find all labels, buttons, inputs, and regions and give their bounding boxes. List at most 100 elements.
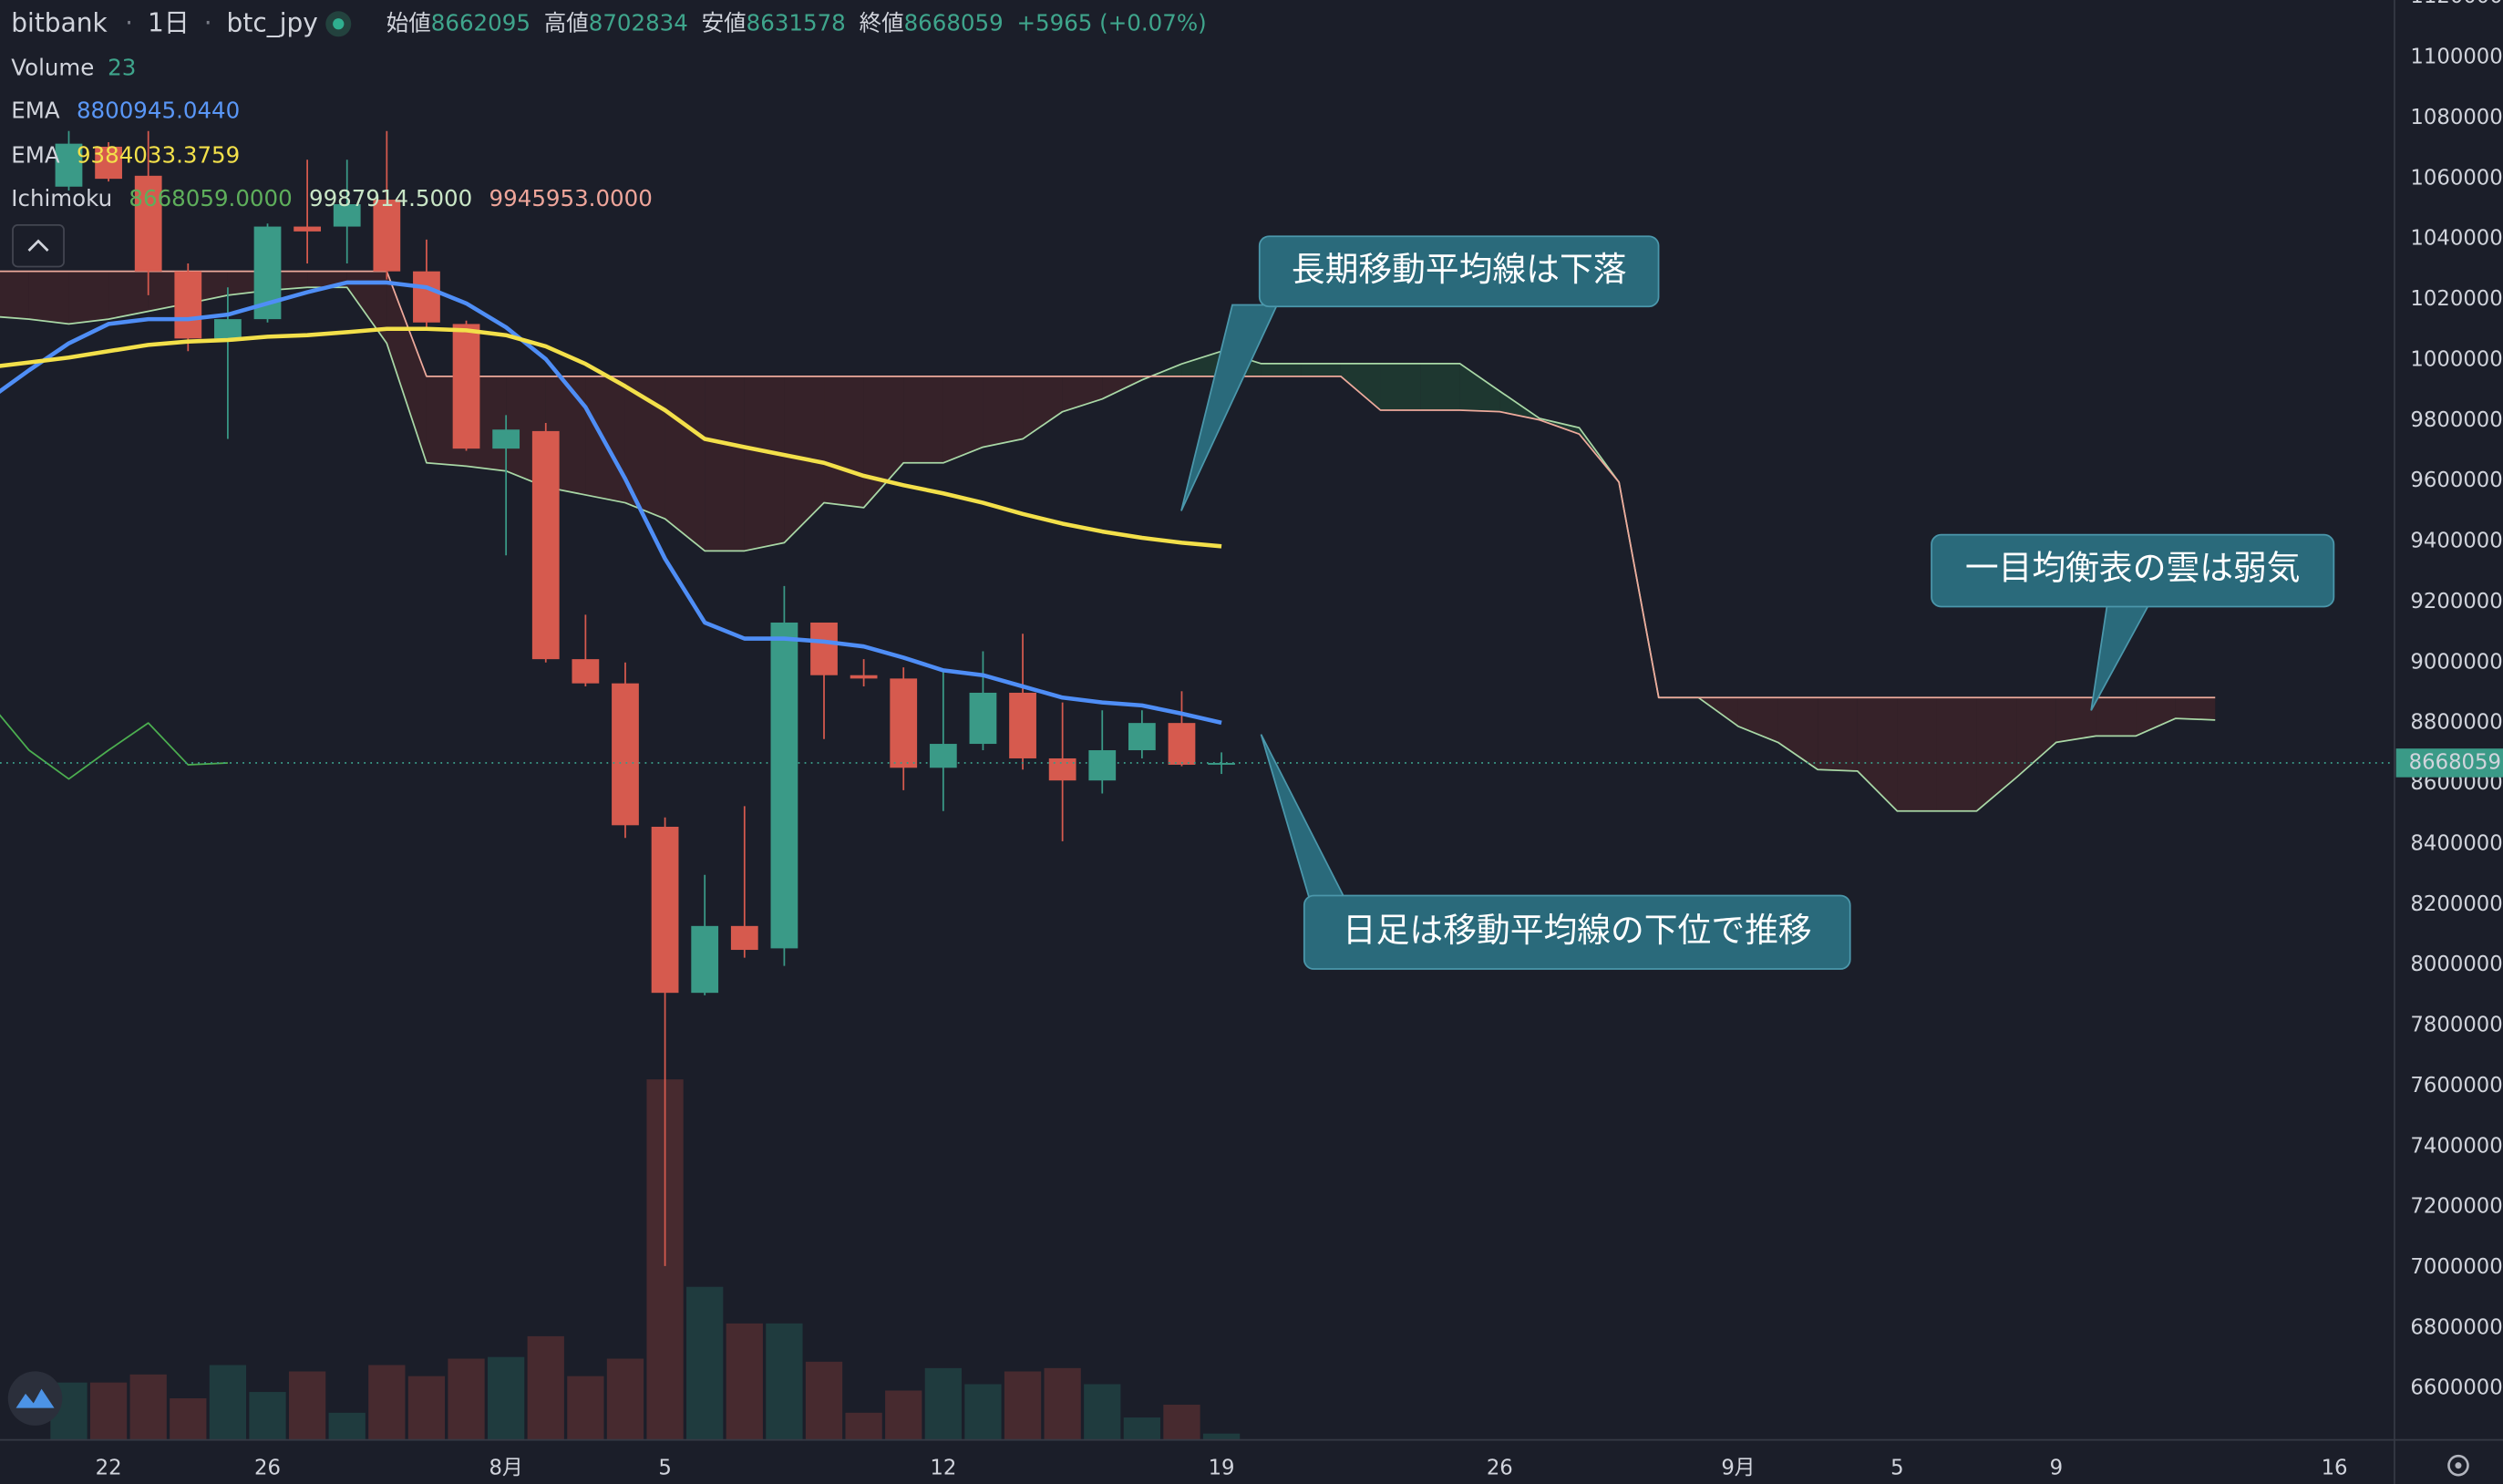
- candle-body: [492, 429, 520, 449]
- volume-bar: [328, 1412, 366, 1440]
- volume-bar: [209, 1365, 247, 1440]
- price-label-bg: [2395, 748, 2503, 778]
- ema-line: [0, 326, 1222, 549]
- cloud-segment: [705, 376, 745, 551]
- volume-bar: [964, 1384, 1002, 1440]
- cloud-segment: [1102, 376, 1142, 399]
- volume-bar: [170, 1398, 207, 1440]
- lagging-span: [0, 714, 228, 780]
- cloud-segment: [1976, 697, 2017, 811]
- cloud-segment: [1936, 697, 1977, 811]
- candle-body: [373, 200, 401, 272]
- volume-bar: [527, 1335, 564, 1440]
- cloud-segment: [1261, 363, 1302, 376]
- y-tick-label: 11000000: [2410, 46, 2503, 69]
- y-tick-label: 6800000: [2410, 1315, 2502, 1339]
- cloud-segment: [2136, 697, 2176, 737]
- cloud-segment: [942, 376, 984, 463]
- indicator-value: 8800945.0440: [77, 98, 240, 124]
- cloud-segment: [68, 271, 109, 325]
- ema-legend: EMA 9384033.3759: [11, 142, 240, 169]
- candle-body: [890, 678, 918, 768]
- cloud-segment: [1897, 697, 1937, 811]
- cloud-segment: [2175, 697, 2216, 720]
- candle-body: [452, 324, 480, 449]
- settings-button[interactable]: [2447, 1454, 2469, 1477]
- cloud-segment: [1737, 697, 1778, 743]
- y-tick-label: 8200000: [2410, 892, 2502, 916]
- candle-body: [810, 622, 838, 675]
- volume-bar: [249, 1392, 286, 1440]
- x-tick-label: 26: [254, 1457, 281, 1480]
- volume-bar: [407, 1376, 446, 1440]
- cloud-segment: [1420, 363, 1460, 411]
- y-tick-label: 8000000: [2410, 953, 2502, 976]
- y-tick-label: 8400000: [2410, 831, 2502, 855]
- volume-bar: [488, 1356, 525, 1440]
- volume-bar: [1044, 1367, 1081, 1440]
- volume-bar: [805, 1361, 843, 1440]
- price-label: 8668059: [2409, 750, 2501, 774]
- y-tick-label: 9600000: [2410, 469, 2502, 492]
- ohlc-label: 終値: [860, 9, 904, 36]
- ema-line: [0, 280, 1222, 726]
- candle-body: [850, 675, 878, 679]
- x-tick-label: 5: [658, 1457, 671, 1480]
- indicator-value: 8668059.0000: [129, 185, 292, 211]
- y-tick-label: 10200000: [2410, 287, 2503, 311]
- status-dot: [333, 18, 345, 30]
- candle-body: [294, 226, 322, 232]
- cloud-segment: [1301, 363, 1341, 376]
- candle-body: [770, 622, 798, 949]
- interval: 1日: [148, 7, 190, 37]
- x-tick-label: 19: [1209, 1457, 1235, 1480]
- collapse-button[interactable]: [12, 224, 65, 268]
- ohlc-label: 安値: [702, 9, 747, 36]
- candle-body: [1168, 723, 1196, 765]
- x-tick-label: 12: [930, 1457, 956, 1480]
- x-tick-label: 26: [1487, 1457, 1513, 1480]
- y-tick-label: 11200000: [2410, 0, 2503, 8]
- leading-span-b: [0, 270, 2216, 699]
- indicator-value: 9945953.0000: [489, 185, 653, 211]
- y-tick-label: 9400000: [2410, 530, 2502, 553]
- exchange: bitbank: [11, 7, 108, 37]
- cloud-segment: [1181, 351, 1222, 376]
- x-tick-label: 9月: [1721, 1457, 1755, 1480]
- volume-bar: [89, 1382, 128, 1440]
- candle-body: [1048, 757, 1076, 781]
- volume-bar: [924, 1367, 962, 1440]
- y-tick-label: 9800000: [2410, 408, 2502, 432]
- callout-box: [1258, 235, 1660, 308]
- logo-circle[interactable]: [7, 1371, 63, 1426]
- cloud-segment: [386, 271, 427, 463]
- x-tick-label: 22: [96, 1457, 122, 1480]
- candle-body: [969, 692, 997, 745]
- candle-body: [572, 659, 600, 684]
- x-tick-label: 8月: [489, 1457, 523, 1480]
- candle-body: [95, 146, 122, 180]
- candle-body: [531, 430, 560, 660]
- y-tick-label: 8800000: [2410, 711, 2502, 735]
- cloud-segment: [2016, 697, 2056, 778]
- cloud-segment: [1459, 363, 1500, 412]
- cloud-segment: [1062, 376, 1103, 412]
- separator: ·: [204, 7, 212, 37]
- gear-hub[interactable]: [2455, 1462, 2462, 1469]
- volume-bar: [448, 1358, 485, 1440]
- logo[interactable]: [7, 1371, 63, 1426]
- callout-box: [1303, 894, 1851, 970]
- gear-icon[interactable]: [2447, 1454, 2469, 1477]
- logo-icon[interactable]: [15, 1388, 55, 1408]
- chevron-icon[interactable]: [27, 239, 49, 252]
- y-tick-label: 10400000: [2410, 227, 2503, 251]
- volume-bar: [845, 1412, 882, 1440]
- volume-bar: [686, 1286, 724, 1440]
- button-frame[interactable]: [12, 224, 65, 268]
- leading-span-a: [0, 286, 2216, 812]
- y-tick-label: 10000000: [2410, 347, 2503, 371]
- cloud-segment: [28, 271, 69, 325]
- cloud-segment: [983, 376, 1024, 448]
- callout-box: [1931, 533, 2335, 608]
